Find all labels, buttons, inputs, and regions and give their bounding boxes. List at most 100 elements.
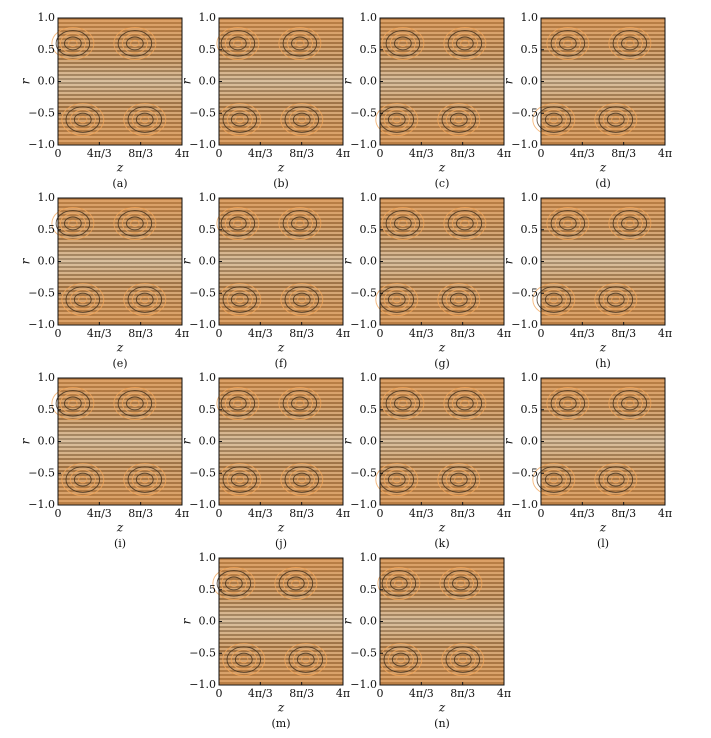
vortex-ring [544, 292, 563, 307]
vortex-ring [130, 399, 140, 408]
vortex-ring [451, 213, 478, 234]
vortices [532, 26, 652, 137]
x-tick-label: 8π/3 [128, 507, 153, 520]
y-tick-label: −0.5 [28, 106, 55, 119]
vortex-ring [296, 652, 315, 667]
vortex-ring [68, 219, 78, 228]
vortex-ring [61, 463, 105, 497]
vortices [51, 206, 167, 317]
field-shading [380, 18, 504, 145]
vortex-ring [230, 292, 249, 307]
vortex-ring [445, 646, 481, 673]
x-axis-label: z [599, 521, 607, 535]
panel: 1.0 0.5 0.0 −0.5 −1.00 4π/3 8π/3 4π z r (f) [180, 191, 351, 370]
vortex-ring [394, 579, 404, 588]
x-tick-label: 8π/3 [128, 327, 153, 340]
vortex-ring [385, 30, 421, 57]
vortex-ring [451, 33, 478, 54]
vortex-ring [78, 295, 88, 304]
vortex-ring [288, 289, 315, 310]
y-tick-label: −1.0 [28, 498, 55, 511]
y-tick-label: 1.0 [521, 371, 539, 384]
x-tick-label: 0 [538, 147, 545, 160]
vortices [216, 206, 324, 317]
vortex-ring [546, 386, 590, 420]
vortex-ring [625, 219, 635, 228]
vortex-ring [443, 386, 487, 420]
x-tick-label: 4π/3 [248, 687, 273, 700]
x-tick-label: 4π/3 [248, 507, 273, 520]
vortex-ring [394, 396, 412, 411]
x-tick-label: 0 [216, 687, 223, 700]
vortices [51, 386, 167, 497]
y-tick-label: 0.0 [521, 75, 539, 88]
vortex-ring [59, 393, 86, 414]
vortex-ring [443, 570, 479, 597]
x-tick-label: 8π/3 [450, 327, 475, 340]
y-tick-label: −0.5 [28, 466, 55, 479]
vortex-ring [443, 206, 487, 240]
field-shading [541, 198, 665, 325]
vortex-ring [117, 30, 153, 57]
x-tick-label: 0 [216, 507, 223, 520]
y-tick-label: 1.0 [360, 371, 378, 384]
y-tick-label: 0.0 [360, 75, 378, 88]
vortex-ring [222, 466, 258, 493]
vortex-ring [295, 39, 305, 48]
y-tick-label: 0.0 [360, 255, 378, 268]
y-tick-label: 0.0 [360, 435, 378, 448]
vortex-ring [594, 103, 638, 137]
vortices [212, 566, 328, 677]
vortex-ring [280, 103, 324, 137]
vortex-ring [297, 295, 307, 304]
vortex-ring [292, 649, 319, 670]
vortex-ring [458, 655, 468, 664]
vortex-ring [375, 463, 419, 497]
y-tick-label: 0.0 [199, 255, 217, 268]
vortex-ring [441, 286, 477, 313]
vortex-ring [549, 115, 559, 124]
vortex-ring [69, 469, 96, 490]
y-tick-label: 1.0 [199, 11, 217, 24]
vortices [375, 386, 487, 497]
vortex-ring [225, 576, 243, 591]
vortex-ring [383, 289, 410, 310]
vortex-ring [549, 295, 559, 304]
vortex-ring [544, 472, 563, 487]
vortex-ring [126, 216, 144, 231]
x-tick-label: 8π/3 [611, 327, 636, 340]
vortex-ring [398, 399, 408, 408]
x-tick-label: 4π [497, 327, 511, 340]
vortex-ring [452, 576, 470, 591]
vortex-ring [282, 573, 309, 594]
panel-label: (h) [595, 357, 611, 370]
y-tick-label: −1.0 [189, 678, 216, 691]
vortex-ring [295, 399, 305, 408]
vortex-ring [297, 115, 307, 124]
vortex-ring [216, 26, 260, 60]
x-axis-label: z [277, 701, 285, 715]
vortex-ring [220, 210, 256, 237]
vortex-ring [606, 292, 625, 307]
vortex-ring [64, 36, 82, 51]
vortex-ring [563, 399, 573, 408]
x-tick-label: 4π [497, 687, 511, 700]
vortex-ring [550, 390, 586, 417]
vortex-ring [284, 466, 320, 493]
panel-label: (n) [434, 717, 450, 730]
vortex-ring [554, 33, 581, 54]
vortex-ring [69, 289, 96, 310]
y-tick-label: −1.0 [350, 138, 377, 151]
y-tick-label: 0.0 [38, 435, 56, 448]
vortex-ring [61, 283, 105, 317]
x-tick-label: 4π/3 [570, 147, 595, 160]
vortex-ring [456, 36, 474, 51]
x-tick-label: 4π/3 [87, 327, 112, 340]
y-tick-label: 1.0 [38, 191, 56, 204]
x-tick-label: 4π [497, 147, 511, 160]
vortex-ring [391, 652, 410, 667]
vortex-ring [291, 579, 301, 588]
vortex-ring [608, 26, 652, 60]
vortex-ring [222, 286, 258, 313]
